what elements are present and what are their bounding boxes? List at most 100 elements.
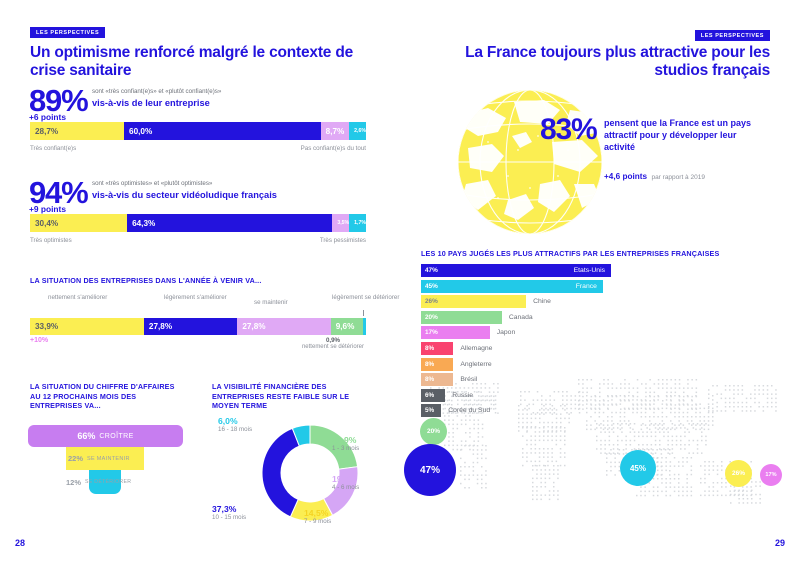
stat1-line2: vis-à-vis de leur entreprise bbox=[92, 98, 342, 109]
page-title-right: La France toujours plus attractive pour … bbox=[440, 44, 770, 80]
bar-segment-label: 9,6% bbox=[331, 322, 355, 331]
globe-points-row: +4,6 points par rapport à 2019 bbox=[604, 166, 705, 184]
left-page: LES PERSPECTIVES Un optimisme renforcé m… bbox=[0, 0, 400, 565]
situation-last-caption: 0,9% nettement se détériorer bbox=[300, 337, 366, 351]
donut-label-1-3: 22,9% 1 - 3 mois bbox=[332, 435, 359, 453]
bar-segment: 27,8% bbox=[144, 318, 237, 335]
country-name: Allemagne bbox=[453, 345, 492, 352]
country-name: Japon bbox=[490, 329, 516, 336]
stat2-line1: sont «très optimistes» et «plutôt optimi… bbox=[92, 180, 342, 188]
country-row: 20% Canada bbox=[421, 311, 781, 324]
country-bar: 47% Etats-Unis bbox=[421, 264, 611, 277]
right-page: LES PERSPECTIVES La France toujours plus… bbox=[400, 0, 800, 565]
country-row: 45% France bbox=[421, 280, 781, 293]
country-pct: 8% bbox=[421, 345, 434, 352]
country-bar: 8% bbox=[421, 358, 453, 371]
globe-icon bbox=[448, 80, 618, 240]
country-row: 8% Angleterre bbox=[421, 358, 781, 371]
situation-delta: +10% bbox=[30, 337, 48, 344]
funnel-pct-croitre: 66% bbox=[77, 431, 95, 441]
donut-label-16-18: 6,0% 16 - 18 mois bbox=[218, 416, 252, 434]
map-bubble: 26% bbox=[725, 460, 752, 487]
map-bubble: 20% bbox=[420, 418, 447, 445]
stat1-left-caption: Très confiant(e)s bbox=[30, 145, 76, 152]
map-bubble: 47% bbox=[404, 444, 456, 496]
funnel-pct-deteriorer: 12% bbox=[66, 478, 81, 487]
bar-segment-label: 28,7% bbox=[30, 127, 58, 136]
country-pct: 47% bbox=[421, 267, 438, 274]
funnel-label-maintenir: SE MAINTENIR bbox=[87, 456, 130, 462]
globe-pct: 83% bbox=[540, 115, 596, 145]
country-name: Russie bbox=[445, 392, 473, 399]
bar-segment-label: 27,8% bbox=[144, 322, 172, 331]
country-pct: 6% bbox=[421, 392, 434, 399]
donut-key-4-6: 4 - 6 mois bbox=[332, 484, 359, 492]
bar-segment-label: 64,3% bbox=[127, 219, 155, 228]
stat2-points: +9 points bbox=[29, 204, 66, 214]
globe-points-suffix: par rapport à 2019 bbox=[651, 174, 704, 181]
country-name: Brésil bbox=[453, 376, 477, 383]
stat2-captions: Très optimistes Très pessimistes bbox=[30, 237, 366, 244]
donut-key-1-3: 1 - 3 mois bbox=[332, 445, 359, 453]
caption-pointer-line bbox=[363, 310, 364, 316]
bar-segment: 9,6% bbox=[331, 318, 363, 335]
badge-left: LES PERSPECTIVES bbox=[30, 27, 105, 38]
country-row: 8% Brésil bbox=[421, 373, 781, 386]
stat1-line1: sont «très confiant(e)s» et «plutôt conf… bbox=[92, 88, 332, 96]
donut-value-7-9: 14,5% bbox=[304, 508, 331, 518]
country-name: France bbox=[576, 283, 603, 290]
donut-label-7-9: 14,5% 7 - 9 mois bbox=[304, 508, 331, 526]
badge-right: LES PERSPECTIVES bbox=[695, 30, 770, 41]
country-bar: 8% bbox=[421, 373, 453, 386]
funnel-label-deteriorer: SE DÉTÉRIORER bbox=[85, 479, 131, 485]
country-row: 8% Allemagne bbox=[421, 342, 781, 355]
country-name: Angleterre bbox=[453, 361, 491, 368]
donut-value-1-3: 22,9% bbox=[332, 435, 359, 445]
funnel-row-deteriorer: 12% SE DÉTÉRIORER bbox=[89, 470, 121, 494]
bar-segment-label: 3,5% bbox=[332, 220, 349, 226]
bar-segment bbox=[363, 318, 366, 335]
bar-segment: 3,5% bbox=[332, 214, 349, 232]
country-pct: 8% bbox=[421, 361, 434, 368]
funnel-row-maintenir: 22% SE MAINTENIR bbox=[66, 447, 144, 470]
bar-segment: 27,8% bbox=[237, 318, 330, 335]
bar-segment-label: 60,0% bbox=[124, 127, 152, 136]
country-pct: 17% bbox=[421, 329, 438, 336]
page-number-right: 29 bbox=[775, 538, 785, 548]
funnel-pct-maintenir: 22% bbox=[68, 454, 83, 463]
page-title-left: Un optimisme renforcé malgré le contexte… bbox=[30, 44, 360, 80]
countries-title: LES 10 PAYS JUGÉS LES PLUS ATTRACTIFS PA… bbox=[421, 249, 791, 258]
situation-stacked-bar: 33,9% 27,8% 27,8% 9,6% bbox=[30, 318, 366, 335]
bar-segment: 8,7% bbox=[321, 122, 350, 140]
bar-segment: 64,3% bbox=[127, 214, 332, 232]
stat1-stacked-bar: 28,7% 60,0% 8,7% 2,6% bbox=[30, 122, 366, 140]
donut-value-4-6: 19,3% bbox=[332, 474, 359, 484]
map-bubble: 45% bbox=[620, 450, 656, 486]
bar-segment-label: 30,4% bbox=[30, 219, 58, 228]
donut-label-10-15: 37,3% 10 - 15 mois bbox=[212, 504, 246, 522]
bar-segment: 28,7% bbox=[30, 122, 124, 140]
caption-se-maintenir: se maintenir bbox=[254, 299, 324, 307]
donut-value-16-18: 6,0% bbox=[218, 416, 252, 426]
bar-segment: 33,9% bbox=[30, 318, 144, 335]
globe-points: +4,6 points bbox=[604, 172, 647, 181]
donut-key-7-9: 7 - 9 mois bbox=[304, 518, 331, 526]
bar-segment-label: 8,7% bbox=[321, 127, 345, 136]
country-bar: 17% bbox=[421, 326, 490, 339]
page-number-left: 28 bbox=[15, 538, 25, 548]
caption-nettement-ameliorer: nettement s'améliorer bbox=[48, 294, 118, 302]
country-bar: 26% bbox=[421, 295, 526, 308]
donut-key-10-15: 10 - 15 mois bbox=[212, 514, 246, 522]
country-pct: 20% bbox=[421, 314, 438, 321]
stat1-right-caption: Pas confiant(e)s du tout bbox=[301, 145, 366, 152]
funnel-chart: 66% CROÎTRE 22% SE MAINTENIR 12% SE DÉTÉ… bbox=[28, 425, 188, 494]
country-bar: 45% France bbox=[421, 280, 603, 293]
stat2-line2: vis-à-vis du secteur vidéoludique frança… bbox=[92, 190, 352, 201]
country-pct: 8% bbox=[421, 376, 434, 383]
country-bar: 20% bbox=[421, 311, 502, 324]
donut-key-16-18: 16 - 18 mois bbox=[218, 426, 252, 434]
donut-title: LA VISIBILITÉ FINANCIÈRE DES ENTREPRISES… bbox=[212, 382, 372, 411]
globe-text: pensent que la France est un pays attrac… bbox=[604, 117, 764, 153]
country-pct: 45% bbox=[421, 283, 438, 290]
country-name: Canada bbox=[502, 314, 533, 321]
